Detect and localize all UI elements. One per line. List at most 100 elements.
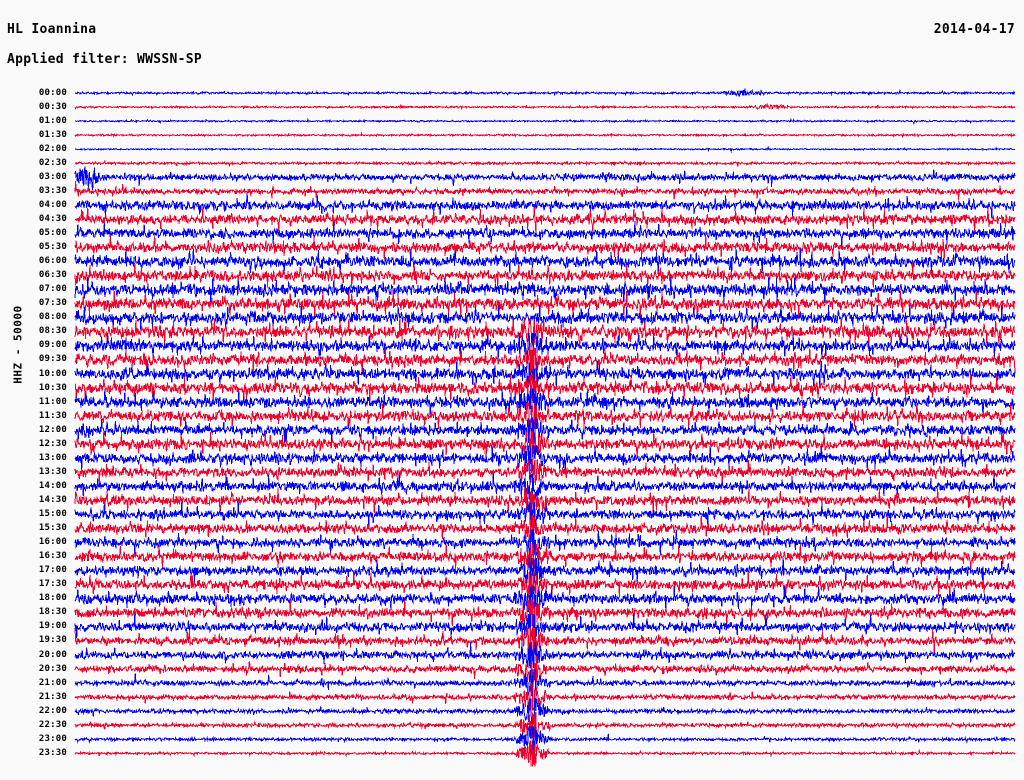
time-label-10-00: 10:00 [38,368,67,379]
helicorder-plot: 00:00 00:30 01:00 01:30 02:00 02:30 03:00 03:30… [0,80,1024,775]
trace-row-20-00 [74,642,1016,668]
time-label-05-00: 05:00 [38,228,67,238]
trace-row-14-30 [74,487,1016,514]
time-label-00-30: 00:30 [38,101,67,112]
time-label-01-30: 01:30 [38,129,67,140]
time-label-13-30: 13:30 [38,466,67,477]
time-label-03-30: 03:30 [38,185,67,196]
trace-row-23-30 [74,740,1016,767]
trace-row-01-00 [74,117,1016,125]
trace-row-13-00 [74,444,1016,472]
trace-row-04-00 [74,192,1016,219]
time-axis-labels: 00:00 00:30 01:00 01:30 02:00 02:30 03:00 03:30… [0,80,75,775]
time-label-07-00: 07:00 [38,284,67,295]
trace-row-02-30 [74,159,1016,168]
trace-row-03-00 [74,166,1016,190]
time-label-07-30: 07:30 [38,298,67,309]
time-label-12-30: 12:30 [38,438,67,449]
time-label-06-30: 06:30 [38,270,67,281]
trace-row-14-00 [74,473,1016,500]
trace-row-00-00 [74,88,1016,97]
time-label-22-00: 22:00 [38,705,67,716]
seismic-traces [0,80,1024,775]
trace-row-08-30 [74,318,1016,346]
trace-row-08-00 [74,304,1016,331]
time-label-00-00: 00:00 [38,87,67,98]
time-label-03-00: 03:00 [38,171,67,182]
trace-row-21-30 [74,683,1016,711]
time-label-02-00: 02:00 [38,143,67,154]
trace-row-19-30 [74,627,1016,655]
time-label-09-30: 09:30 [38,354,67,365]
trace-row-06-30 [74,262,1016,289]
trace-row-12-30 [74,430,1016,458]
time-label-08-30: 08:30 [38,326,67,337]
trace-row-01-30 [74,131,1016,139]
time-label-11-30: 11:30 [38,410,67,421]
trace-row-09-30 [74,346,1016,373]
time-label-14-30: 14:30 [38,494,67,505]
trace-row-23-00 [74,725,1016,753]
trace-row-17-30 [74,571,1016,599]
trace-row-15-30 [74,515,1016,543]
time-label-09-00: 09:00 [38,340,67,351]
record-date: 2014-04-17 [933,22,1015,37]
time-label-01-00: 01:00 [38,115,67,126]
trace-row-03-30 [74,181,1016,201]
trace-row-13-30 [74,458,1016,485]
trace-row-22-30 [74,711,1016,740]
trace-row-16-00 [74,529,1016,556]
time-label-20-00: 20:00 [38,649,67,660]
trace-row-22-00 [74,697,1016,725]
time-label-20-30: 20:30 [38,663,67,674]
trace-row-21-00 [74,669,1016,697]
time-label-02-30: 02:30 [38,157,67,168]
trace-row-09-00 [74,332,1016,360]
time-label-17-30: 17:30 [38,579,67,590]
trace-row-20-30 [74,656,1016,683]
time-label-06-00: 06:00 [38,256,67,267]
time-label-16-30: 16:30 [38,551,67,562]
time-label-10-30: 10:30 [38,382,67,393]
station-title: HL Ioannina [7,22,97,37]
time-label-08-00: 08:00 [38,312,67,323]
time-label-16-00: 16:00 [38,537,67,548]
trace-row-04-30 [74,206,1016,233]
time-label-17-00: 17:00 [38,565,67,576]
time-label-19-30: 19:30 [38,635,67,646]
time-label-04-00: 04:00 [38,199,67,210]
time-label-22-30: 22:30 [38,719,67,730]
trace-row-02-00 [74,145,1015,154]
trace-row-10-30 [74,374,1016,402]
trace-row-10-00 [74,361,1016,388]
time-label-11-00: 11:00 [38,396,67,407]
time-label-21-30: 21:30 [38,691,67,702]
trace-row-05-00 [74,220,1016,247]
trace-row-19-00 [74,613,1016,641]
time-label-23-30: 23:30 [38,747,67,758]
time-label-15-00: 15:00 [38,509,67,519]
trace-row-00-30 [74,103,1016,111]
time-label-18-00: 18:00 [38,593,67,604]
time-label-05-30: 05:30 [38,242,67,253]
time-label-12-00: 12:00 [38,424,67,435]
trace-row-07-00 [74,276,1016,303]
time-label-18-30: 18:30 [38,607,67,618]
time-label-19-00: 19:00 [38,621,67,632]
time-label-15-30: 15:30 [38,523,67,534]
trace-row-12-00 [74,416,1016,444]
time-label-14-00: 14:00 [38,480,67,491]
trace-row-15-00 [74,500,1016,528]
trace-row-06-00 [74,248,1016,275]
trace-row-11-00 [74,388,1016,416]
time-label-13-00: 13:00 [38,452,67,463]
trace-row-17-00 [74,557,1016,584]
trace-row-11-30 [74,402,1016,430]
applied-filter-label: Applied filter: WWSSN-SP [7,52,203,67]
time-label-23-00: 23:00 [38,733,67,744]
time-label-04-30: 04:30 [38,213,67,224]
time-label-21-00: 21:00 [38,677,67,688]
trace-canvas [74,88,1016,767]
trace-row-05-30 [74,234,1016,260]
